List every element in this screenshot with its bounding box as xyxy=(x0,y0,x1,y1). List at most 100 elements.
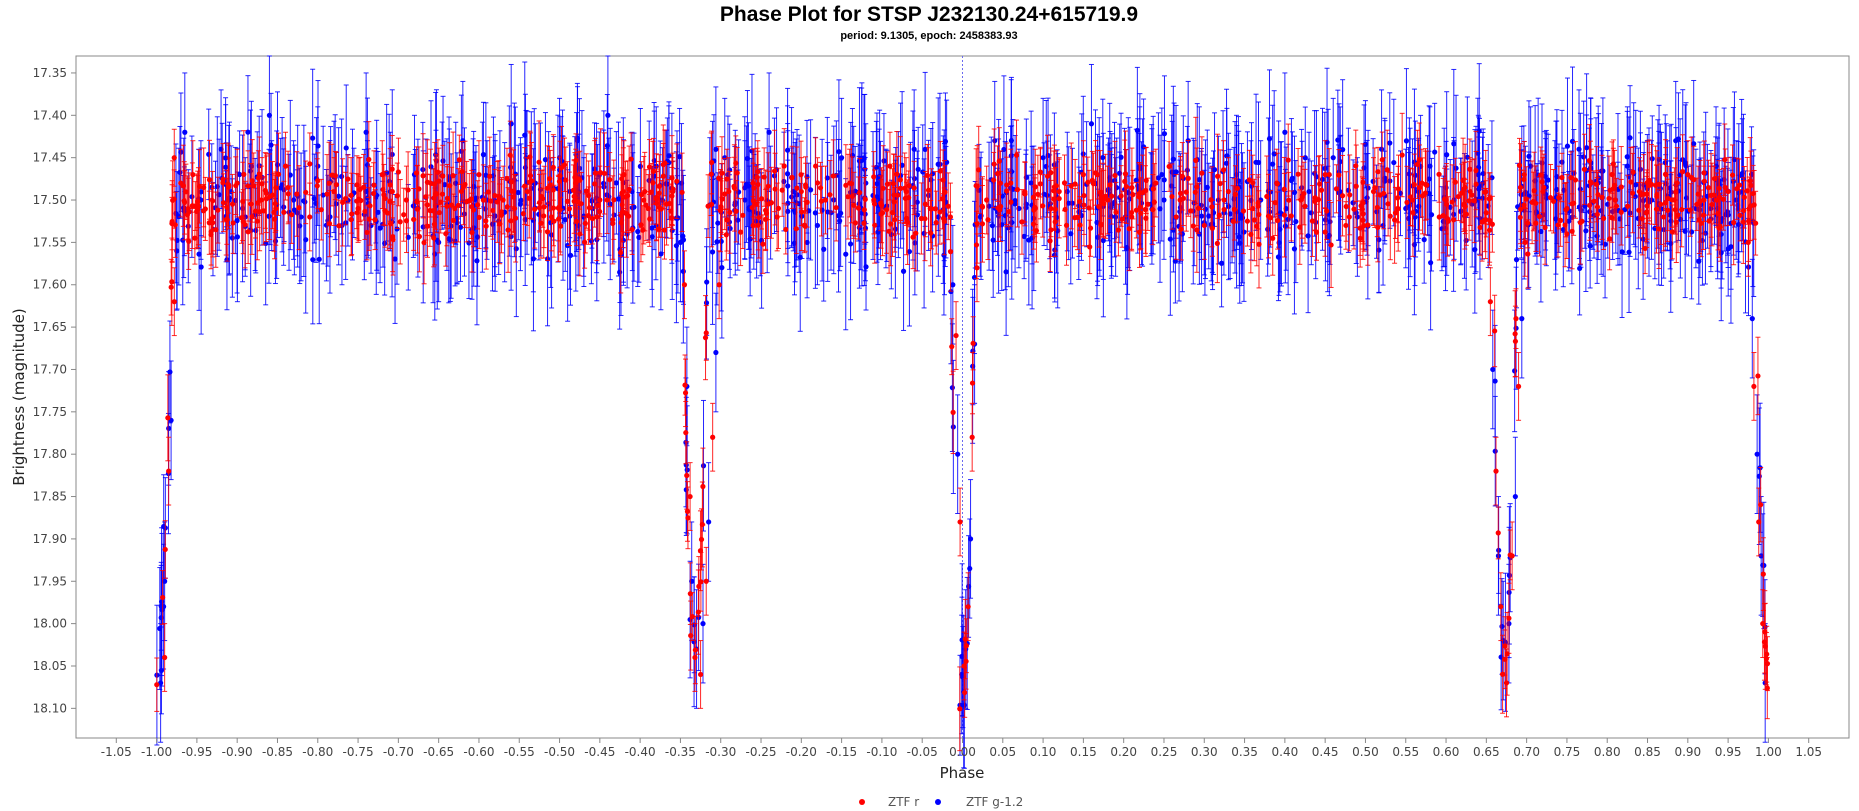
scatter-point xyxy=(310,135,316,141)
data-point xyxy=(967,536,974,542)
scatter-point xyxy=(1253,159,1259,165)
scatter-point xyxy=(1167,236,1173,242)
scatter-point xyxy=(969,380,976,386)
scatter-point xyxy=(732,200,738,206)
scatter-point xyxy=(316,256,322,262)
scatter-point xyxy=(1231,206,1237,212)
scatter-point xyxy=(198,264,204,270)
scatter-point xyxy=(862,196,868,202)
scatter-point xyxy=(1196,177,1202,183)
data-point xyxy=(839,155,845,161)
scatter-point xyxy=(642,189,648,195)
scatter-point xyxy=(1108,204,1114,210)
scatter-point xyxy=(740,212,746,218)
scatter-point xyxy=(1428,260,1434,266)
scatter-point xyxy=(1447,204,1453,210)
data-point xyxy=(1378,146,1385,152)
scatter-point xyxy=(1113,209,1119,215)
scatter-point xyxy=(1214,173,1221,179)
data-point xyxy=(363,129,369,135)
scatter-point xyxy=(1134,127,1140,133)
scatter-point xyxy=(1184,167,1190,173)
scatter-point xyxy=(1305,233,1311,239)
scatter-point xyxy=(669,227,675,234)
scatter-point xyxy=(1285,216,1291,223)
scatter-point xyxy=(582,220,588,227)
data-point xyxy=(1490,366,1496,373)
scatter-point xyxy=(1159,171,1165,178)
scatter-point xyxy=(518,197,524,203)
scatter-point xyxy=(1679,169,1686,175)
scatter-point xyxy=(900,268,907,274)
scatter-point xyxy=(814,180,821,186)
scatter-point xyxy=(1492,378,1498,384)
data-point xyxy=(742,197,748,203)
scatter-point xyxy=(229,201,236,207)
scatter-point xyxy=(1100,237,1106,244)
data-point xyxy=(814,222,821,229)
scatter-point xyxy=(397,219,403,225)
scatter-point xyxy=(1169,193,1175,200)
scatter-point xyxy=(702,335,709,341)
scatter-point xyxy=(513,246,519,252)
data-point xyxy=(1306,188,1312,195)
scatter-point xyxy=(837,218,843,224)
scatter-point xyxy=(1327,219,1333,225)
scatter-point xyxy=(744,155,751,162)
data-point xyxy=(722,155,728,161)
scatter-point xyxy=(674,178,680,184)
scatter-point xyxy=(812,210,818,216)
data-point xyxy=(959,671,965,678)
scatter-point xyxy=(949,344,955,350)
data-point xyxy=(1475,172,1481,178)
data-point xyxy=(1064,188,1070,195)
scatter-point xyxy=(986,203,992,209)
scatter-point xyxy=(1542,224,1548,231)
scatter-point xyxy=(320,192,326,198)
data-point xyxy=(1403,205,1409,212)
scatter-point xyxy=(461,211,467,217)
scatter-point xyxy=(206,151,212,157)
scatter-point xyxy=(1649,156,1655,162)
scatter-point xyxy=(392,256,398,262)
scatter-point xyxy=(881,158,887,164)
data-point xyxy=(605,112,611,118)
scatter-point xyxy=(336,193,342,199)
scatter-point xyxy=(348,192,354,198)
scatter-point xyxy=(1028,180,1034,186)
scatter-point xyxy=(494,199,500,205)
scatter-point xyxy=(343,145,349,151)
scatter-point xyxy=(1736,182,1743,188)
scatter-point xyxy=(230,220,236,226)
scatter-point xyxy=(719,265,725,271)
data-point xyxy=(182,129,188,135)
data-point xyxy=(1040,155,1046,161)
data-point xyxy=(1733,197,1739,203)
scatter-point xyxy=(522,164,529,171)
scatter-point xyxy=(294,191,300,197)
data-point xyxy=(1330,155,1336,161)
scatter-point xyxy=(852,188,858,194)
scatter-point xyxy=(1198,213,1205,219)
scatter-point xyxy=(1140,144,1147,150)
scatter-point xyxy=(289,212,295,218)
scatter-point xyxy=(1124,244,1130,251)
scatter-point xyxy=(245,129,251,135)
scatter-point xyxy=(326,180,332,186)
scatter-point xyxy=(1761,562,1767,569)
scatter-point xyxy=(530,256,537,262)
scatter-point xyxy=(377,225,383,231)
scatter-point xyxy=(303,237,309,243)
chart-subtitle: period: 9.1305, epoch: 2458383.93 xyxy=(840,30,1017,42)
scatter-point xyxy=(1584,145,1590,151)
scatter-point xyxy=(1691,141,1697,147)
scatter-point xyxy=(713,146,719,152)
data-point xyxy=(1519,316,1525,322)
scatter-point xyxy=(505,227,511,233)
scatter-point xyxy=(314,183,320,189)
scatter-point xyxy=(758,196,765,202)
scatter-point xyxy=(169,279,175,285)
scatter-point xyxy=(298,214,304,220)
scatter-point xyxy=(1266,136,1273,142)
scatter-point xyxy=(1318,187,1325,193)
